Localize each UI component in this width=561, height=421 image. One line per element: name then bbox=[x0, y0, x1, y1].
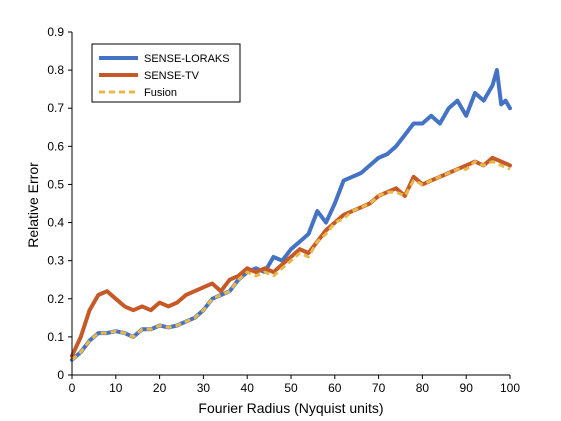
x-tick-label: 30 bbox=[197, 381, 211, 395]
y-tick-label: 0.1 bbox=[47, 330, 64, 344]
series-line-sense-loraks bbox=[70, 68, 512, 362]
y-tick-label: 0.6 bbox=[47, 139, 64, 153]
y-tick-label: 0.4 bbox=[47, 216, 64, 230]
x-tick-label: 0 bbox=[69, 381, 76, 395]
x-tick-label: 100 bbox=[500, 381, 520, 395]
x-tick-label: 60 bbox=[328, 381, 342, 395]
x-tick-label: 80 bbox=[416, 381, 430, 395]
y-tick-label: 0.7 bbox=[47, 101, 64, 115]
x-tick-label: 20 bbox=[153, 381, 167, 395]
x-ticks: 0 10 20 30 40 50 60 70 80 90 100 bbox=[69, 375, 520, 395]
y-tick-label: 0 bbox=[57, 368, 64, 382]
x-axis-title: Fourier Radius (Nyquist units) bbox=[198, 400, 383, 416]
y-tick-label: 0.3 bbox=[47, 254, 64, 268]
y-tick-label: 0.2 bbox=[47, 292, 64, 306]
series-line-sense-tv bbox=[70, 155, 512, 358]
legend-label: SENSE-LORAKS bbox=[144, 53, 230, 65]
x-tick-label: 40 bbox=[241, 381, 255, 395]
legend-label: Fusion bbox=[144, 87, 177, 99]
y-tick-label: 0.9 bbox=[47, 25, 64, 39]
legend-label: SENSE-TV bbox=[144, 70, 200, 82]
y-tick-label: 0.8 bbox=[47, 63, 64, 77]
y-axis-title: Relative Error bbox=[25, 162, 41, 248]
x-tick-label: 50 bbox=[284, 381, 298, 395]
x-tick-label: 10 bbox=[109, 381, 123, 395]
x-tick-label: 70 bbox=[372, 381, 386, 395]
series-line-fusion bbox=[71, 160, 511, 361]
plot-lines bbox=[70, 68, 512, 362]
y-tick-label: 0.5 bbox=[47, 177, 64, 191]
x-tick-label: 90 bbox=[460, 381, 474, 395]
y-ticks: 0 0.1 0.2 0.3 0.4 0.5 0.6 0.7 0.8 0.9 bbox=[47, 25, 72, 382]
legend: SENSE-LORAKS SENSE-TV Fusion bbox=[91, 43, 241, 103]
